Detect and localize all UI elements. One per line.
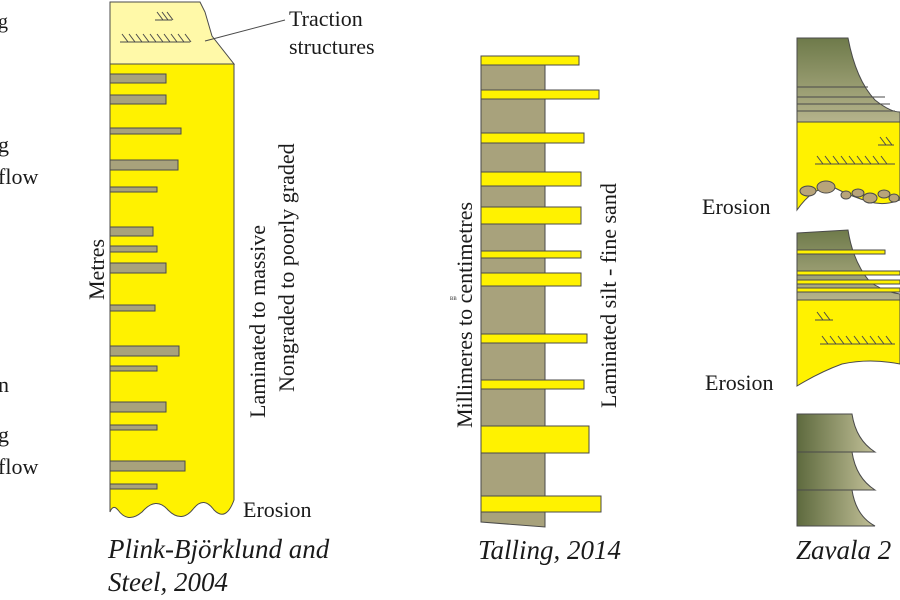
log-column-plink-bjorklund: Traction structures Metres Laminated to … (84, 1, 375, 597)
zavala-ripple-marks (815, 136, 895, 165)
zavala-lower-bed (796, 451, 877, 491)
caption-zavala: Zavala 2 (796, 535, 891, 565)
sand-bed (796, 287, 900, 293)
mud-bed (109, 262, 167, 274)
left-fragment-2: g (0, 132, 9, 157)
left-fragment-5: g (0, 422, 9, 447)
texture-label-line2: Nongraded to poorly graded (274, 143, 299, 392)
caption-plink-bjorklund-line1: Plink-Björklund and (107, 534, 330, 564)
sand-bed (480, 132, 585, 144)
left-fragment-3: flow (0, 164, 38, 189)
sand-bed (480, 250, 582, 259)
zavala-upper-mud (796, 37, 900, 123)
traction-label-line2: structures (289, 34, 375, 59)
mud-bed (109, 345, 180, 357)
sand-bed (796, 279, 900, 285)
sand-bed (796, 270, 900, 276)
left-fragment-4: n (0, 372, 9, 397)
tiny-mark: BB (450, 297, 457, 302)
mud-bed (109, 159, 179, 171)
left-fragment-6: flow (0, 454, 38, 479)
erosion-label-lower: Erosion (705, 370, 773, 395)
mud-bed (109, 424, 158, 431)
zavala-laminae (797, 86, 895, 112)
zavala-lower-unit (796, 413, 877, 527)
traction-structure-marks (120, 11, 192, 43)
sand-beds (480, 55, 602, 513)
mud-bed (109, 127, 182, 135)
log-column-zavala: Erosion Erosion Zavala 2 (702, 37, 900, 565)
mud-background (480, 57, 546, 528)
mud-bed (109, 73, 167, 84)
zavala-middle-ripples (815, 311, 895, 345)
sand-bed (796, 249, 886, 255)
mud-bed (109, 186, 158, 193)
log-column-talling: BB Millimeres to centimetres Laminated s… (450, 55, 621, 565)
zavala-upper-unit (796, 37, 900, 212)
caption-talling: Talling, 2014 (478, 535, 621, 565)
zavala-middle-thin-sands (796, 249, 900, 293)
erosion-label: Erosion (243, 497, 311, 522)
zavala-basal-clasts (799, 180, 900, 204)
left-fragment-1: g (0, 11, 8, 33)
mud-bed (109, 460, 186, 472)
sand-bed (480, 495, 602, 513)
sand-bed (480, 206, 582, 225)
mud-bed (109, 304, 156, 312)
texture-label-line1: Laminated to massive (245, 225, 270, 418)
mud-interbeds (109, 73, 186, 490)
traction-label-line1: Traction (289, 6, 363, 31)
sand-bed (480, 55, 580, 66)
sand-bed (480, 171, 582, 187)
traction-leader-line (204, 19, 286, 42)
caption-plink-bjorklund-line2: Steel, 2004 (108, 567, 228, 597)
zavala-middle-sand (796, 299, 900, 387)
sand-bed (480, 272, 582, 287)
mud-bed (109, 245, 158, 253)
sand-bed (480, 425, 590, 454)
sand-bed (480, 379, 585, 390)
thickness-label-mm-cm: Millimeres to centimetres (452, 202, 477, 428)
mud-bed (109, 365, 158, 372)
sand-bed (480, 89, 600, 100)
zavala-lower-bed (796, 489, 876, 527)
mud-bed (109, 483, 158, 490)
traction-unit (109, 1, 236, 65)
texture-label-silt-sand: Laminated silt - fine sand (596, 183, 621, 408)
sand-bed (480, 333, 588, 344)
mud-bed (109, 226, 154, 237)
zavala-lower-bed (796, 413, 877, 453)
zavala-middle-unit (796, 229, 900, 387)
thickness-label-metres: Metres (84, 239, 109, 300)
mud-bed (109, 94, 167, 105)
mud-bed (109, 401, 167, 413)
left-edge-labels: g g flow n g flow (0, 11, 38, 479)
erosion-label-upper: Erosion (702, 194, 770, 219)
